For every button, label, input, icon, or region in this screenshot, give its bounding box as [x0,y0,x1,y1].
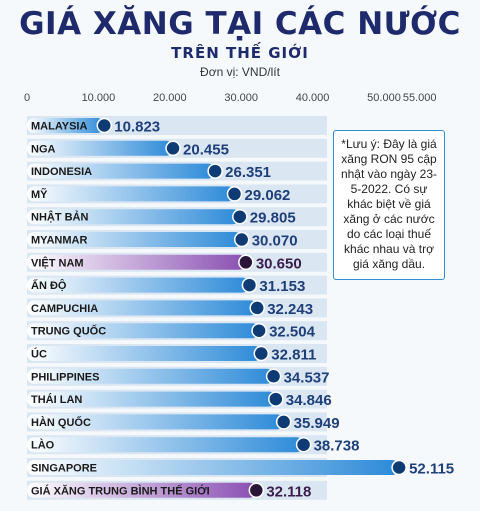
bar-row: ÚC 32.811 [27,344,327,364]
category-label: MALAYSIA [31,121,87,133]
bar-row: MALAYSIA 10.823 [27,116,327,136]
bar-end-dot [275,414,292,430]
x-axis-ticks: 0 10.000 20.000 30.000 40.000 50.000 55.000 [24,92,437,104]
category-label: MYANMAR [31,235,87,247]
chart-title: GIÁ XĂNG TẠI CÁC NƯỚC [19,6,461,42]
bar [27,391,276,407]
value-label: 32.243 [267,301,313,318]
bar-rows: MALAYSIA 10.823 NGA 20.455 INDONESIA 26.351 MỸ… [27,116,454,500]
bar-end-dot [265,368,282,385]
bar-row: GIÁ XĂNG TRUNG BÌNH THẾ GIỚI 32.118 [27,480,327,500]
bar-row: NHẬT BẢN 29.805 [27,207,327,227]
value-label: 26.351 [225,164,271,181]
bar [27,368,274,384]
category-label: LÀO [31,439,55,452]
value-label: 20.455 [183,141,229,158]
bar-end-dot [165,140,181,157]
value-label: 32.118 [266,483,311,500]
category-label: HÀN QUỐC [31,415,91,429]
bar [27,254,246,270]
value-label: 38.738 [314,438,360,455]
bar [27,437,304,453]
bar-row: MYANMAR 30.070 [27,230,327,250]
bar-end-dot [253,345,270,362]
value-label: 30.070 [252,233,298,250]
bar-row: CAMPUCHIA 32.243 [27,298,327,318]
bar-row: LÀO 38.738 [27,435,359,455]
bar-row: TRUNG QUỐC 32.504 [27,321,327,341]
bar-end-dot [268,391,284,407]
bar-end-dot [251,322,267,339]
value-label: 29.805 [250,210,296,227]
x-tick-label: 30.000 [224,92,258,104]
category-label: VIỆT NAM [31,256,84,269]
category-label: GIÁ XĂNG TRUNG BÌNH THẾ GIỚI [31,484,210,497]
bar [27,140,174,156]
bar [27,482,257,498]
bar [27,323,260,339]
x-tick-label: 55.000 [403,92,437,104]
x-tick-label: 40.000 [296,92,330,104]
category-label: NGA [31,143,56,155]
bar [27,414,284,430]
category-label: PHILIPPINES [31,371,99,383]
bar [27,118,105,133]
bar [27,300,258,316]
value-label: 52.115 [409,461,454,478]
bar-end-dot [241,277,258,293]
bar-end-dot [249,300,265,316]
bar-row: VIỆT NAM 30.650 [27,252,327,272]
bar-row: INDONESIA 26.351 [27,161,327,181]
x-tick-label: 0 [24,92,30,104]
bar-end-dot [96,117,113,134]
value-label: 29.062 [245,187,291,204]
bar-end-dot [226,186,243,202]
bar-end-dot [391,459,407,476]
bar [27,277,250,293]
bar [27,209,240,225]
category-label: NHẬT BẢN [31,211,88,224]
category-label: ÚC [31,348,47,361]
bar [27,186,235,202]
value-label: 31.153 [259,278,305,295]
bar-row: SINGAPORE 52.115 [27,458,454,478]
bar-end-dot [248,482,265,499]
bar-row: ẤN ĐỘ 31.153 [27,275,327,295]
category-label: ẤN ĐỘ [31,279,67,292]
x-tick-label: 20.000 [153,92,187,104]
note-box: *Lưu ý: Đây là giá xăng RON 95 cập nhật … [333,130,445,280]
category-label: SINGAPORE [31,463,97,475]
bar-end-dot [295,436,312,453]
bar-end-dot [233,231,250,248]
category-label: MỸ [31,188,48,201]
value-label: 35.949 [294,415,340,432]
value-label: 34.846 [286,392,332,409]
value-label: 30.650 [256,255,302,272]
bar [27,346,262,361]
value-label: 34.537 [284,369,330,386]
bar [27,232,242,247]
bar-row: HÀN QUỐC 35.949 [27,412,340,432]
bar [27,163,216,179]
category-label: TRUNG QUỐC [31,324,106,338]
bar [27,460,400,475]
value-label: 10.823 [114,119,160,136]
unit-label: Đơn vị: VND/lít [200,65,280,79]
category-label: THÁI LAN [31,393,82,406]
value-label: 32.504 [269,324,316,341]
bar-end-dot [232,208,248,225]
x-tick-label: 50.000 [367,92,401,104]
category-label: CAMPUCHIA [31,303,98,315]
bar-row: NGA 20.455 [27,138,327,158]
category-label: INDONESIA [31,166,92,178]
bar-end-dot [207,163,223,179]
bar-row: PHILIPPINES 34.537 [27,366,330,386]
bar-end-dot [238,254,254,271]
bar-row: THÁI LAN 34.846 [27,389,332,409]
bar-row: MỸ 29.062 [27,184,327,204]
value-label: 32.811 [271,347,316,364]
chart-subtitle: TRÊN THẾ GIỚI [171,44,309,62]
x-tick-label: 10.000 [82,92,116,104]
